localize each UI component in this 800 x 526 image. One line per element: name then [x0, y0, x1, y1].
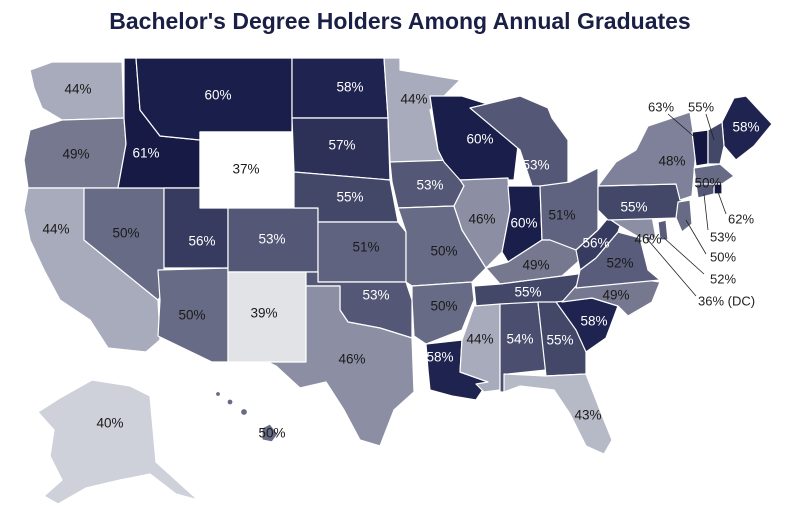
label-AL: 54% — [506, 332, 533, 347]
label-MS: 44% — [466, 332, 493, 347]
state-DE[interactable] — [657, 219, 669, 241]
callout-VT: 63% — [648, 99, 674, 114]
label-ME: 58% — [732, 120, 759, 135]
label-TX: 46% — [338, 352, 365, 367]
state-HI[interactable] — [261, 423, 279, 443]
label-WI: 60% — [466, 132, 493, 147]
state-MI[interactable] — [469, 95, 569, 191]
label-UT: 56% — [188, 234, 215, 249]
label-AK: 40% — [96, 416, 123, 431]
label-MT: 60% — [204, 88, 231, 103]
label-MA: 50% — [694, 176, 721, 191]
label-FL: 43% — [574, 408, 601, 423]
callout-DE: 52% — [710, 271, 736, 286]
callout-NH: 55% — [688, 99, 714, 114]
label-OR: 49% — [62, 147, 89, 162]
map-title: Bachelor's Degree Holders Among Annual G… — [109, 8, 691, 34]
label-SC: 58% — [580, 314, 607, 329]
label-WY: 37% — [232, 162, 259, 177]
leader-CT — [703, 193, 709, 231]
state-NJ[interactable] — [675, 199, 693, 233]
label-MN: 44% — [400, 92, 427, 107]
state-AK[interactable] — [37, 379, 199, 505]
leader-NH — [705, 113, 715, 141]
state-MA[interactable] — [693, 163, 735, 185]
callout-CT: 53% — [710, 229, 736, 244]
label-ID: 61% — [132, 146, 159, 161]
label-NY: 48% — [658, 154, 685, 169]
label-MD: 46% — [634, 232, 661, 247]
label-VA: 52% — [606, 256, 633, 271]
leader-NJ — [685, 219, 707, 255]
label-OK: 53% — [362, 288, 389, 303]
state-MN[interactable] — [383, 57, 461, 163]
label-OH: 51% — [548, 208, 575, 223]
state-TX[interactable] — [267, 285, 415, 447]
label-WA: 44% — [64, 82, 91, 97]
label-SD: 57% — [328, 138, 355, 153]
label-CO: 53% — [258, 232, 285, 247]
state-ME[interactable] — [721, 95, 773, 161]
label-NV: 50% — [112, 226, 139, 241]
state-CT[interactable] — [695, 183, 715, 199]
hawaii-island-small-1 — [214, 390, 222, 398]
label-KS: 51% — [352, 240, 379, 255]
hawaii-island-small-2 — [226, 398, 234, 406]
label-IL: 46% — [468, 212, 495, 227]
label-AR: 50% — [430, 299, 457, 314]
label-NM: 39% — [250, 306, 277, 321]
label-GA: 55% — [546, 333, 573, 348]
state-NY[interactable] — [597, 111, 697, 201]
state-DC[interactable] — [645, 235, 652, 242]
label-WV: 56% — [582, 236, 609, 251]
callout-RI: 62% — [728, 211, 754, 226]
label-LA: 58% — [426, 350, 453, 365]
leader-DE — [663, 237, 705, 275]
state-AR[interactable] — [411, 281, 475, 345]
label-ND: 58% — [336, 80, 363, 95]
label-NE: 55% — [336, 190, 363, 205]
label-PA: 55% — [620, 200, 647, 215]
label-CA: 44% — [42, 222, 69, 237]
label-AZ: 50% — [178, 308, 205, 323]
state-FL[interactable] — [503, 373, 613, 455]
callout-NJ: 50% — [710, 249, 736, 264]
leader-VT — [667, 113, 699, 141]
callout-DC: 36% (DC) — [698, 293, 755, 308]
state-WV[interactable] — [575, 217, 621, 271]
hawaii-island-small-3 — [239, 407, 249, 417]
label-MO: 50% — [430, 244, 457, 259]
state-WA[interactable] — [29, 61, 125, 121]
label-NC: 49% — [602, 288, 629, 303]
leader-RI — [717, 191, 727, 215]
leader-DC — [647, 239, 697, 297]
label-KY: 49% — [522, 258, 549, 273]
label-MI: 53% — [522, 158, 549, 173]
label-IN: 60% — [510, 216, 537, 231]
label-HI: 50% — [258, 426, 285, 441]
label-TN: 55% — [514, 285, 541, 300]
label-IA: 53% — [416, 178, 443, 193]
